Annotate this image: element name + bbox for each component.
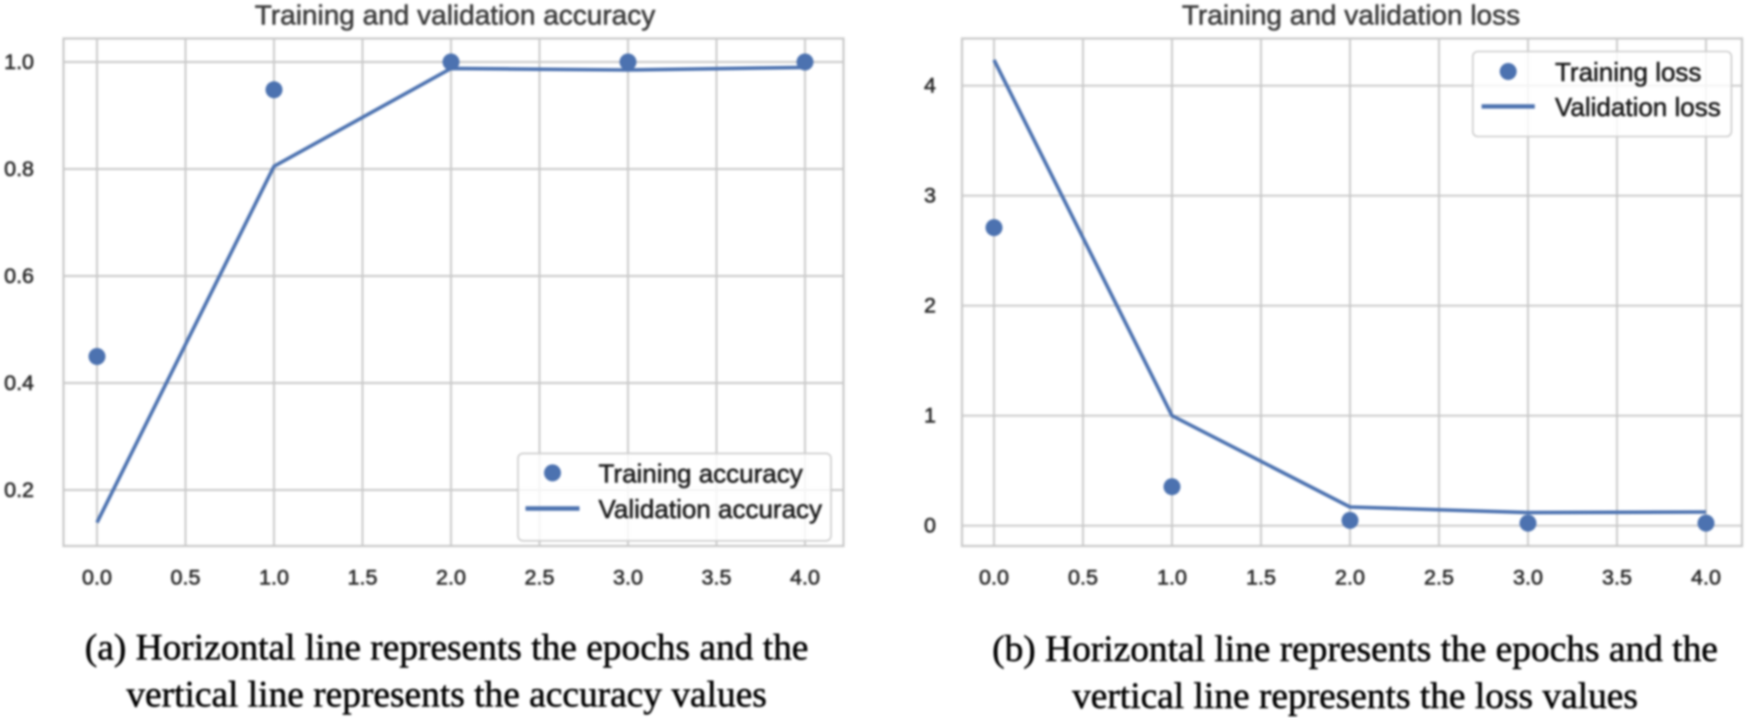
svg-text:1.5: 1.5 — [1246, 566, 1276, 590]
svg-text:(b) Horizontal line represents: (b) Horizontal line represents the epoch… — [992, 629, 1718, 670]
svg-text:(a) Horizontal line represents: (a) Horizontal line represents the epoch… — [85, 628, 809, 669]
svg-text:Validation accuracy: Validation accuracy — [599, 494, 823, 524]
svg-text:2.5: 2.5 — [525, 566, 555, 590]
svg-text:4: 4 — [924, 74, 936, 98]
svg-text:0.5: 0.5 — [1068, 566, 1098, 590]
svg-text:0.6: 0.6 — [4, 264, 34, 288]
svg-text:0.8: 0.8 — [4, 157, 34, 181]
svg-text:3.5: 3.5 — [1602, 566, 1632, 590]
svg-text:1.5: 1.5 — [348, 566, 378, 590]
svg-text:0.2: 0.2 — [4, 478, 34, 502]
svg-text:2.0: 2.0 — [1335, 566, 1365, 590]
svg-text:0.4: 0.4 — [4, 371, 34, 395]
svg-text:3.0: 3.0 — [1513, 566, 1543, 590]
svg-text:vertical line represents the l: vertical line represents the loss values — [1072, 676, 1638, 717]
svg-text:3.0: 3.0 — [613, 566, 643, 590]
svg-text:4.0: 4.0 — [1691, 566, 1721, 590]
svg-text:1: 1 — [924, 404, 936, 428]
svg-text:0.0: 0.0 — [979, 566, 1009, 590]
svg-text:4.0: 4.0 — [790, 566, 820, 590]
svg-text:3.5: 3.5 — [702, 566, 732, 590]
svg-text:0.5: 0.5 — [171, 566, 201, 590]
svg-text:1.0: 1.0 — [4, 50, 34, 74]
svg-text:0.0: 0.0 — [82, 566, 112, 590]
svg-text:1.0: 1.0 — [1157, 566, 1187, 590]
svg-text:Training loss: Training loss — [1555, 57, 1701, 87]
svg-text:Training and validation accura: Training and validation accuracy — [255, 0, 656, 31]
svg-text:3: 3 — [924, 184, 936, 208]
svg-text:1.0: 1.0 — [259, 566, 289, 590]
svg-text:0: 0 — [924, 514, 936, 538]
svg-text:vertical line represents the a: vertical line represents the accuracy va… — [126, 675, 767, 716]
svg-text:2: 2 — [924, 294, 936, 318]
svg-text:2.5: 2.5 — [1424, 566, 1454, 590]
svg-text:Validation loss: Validation loss — [1555, 92, 1721, 122]
svg-text:2.0: 2.0 — [436, 566, 466, 590]
svg-text:Training and validation loss: Training and validation loss — [1182, 0, 1520, 31]
svg-text:Training accuracy: Training accuracy — [599, 458, 803, 488]
